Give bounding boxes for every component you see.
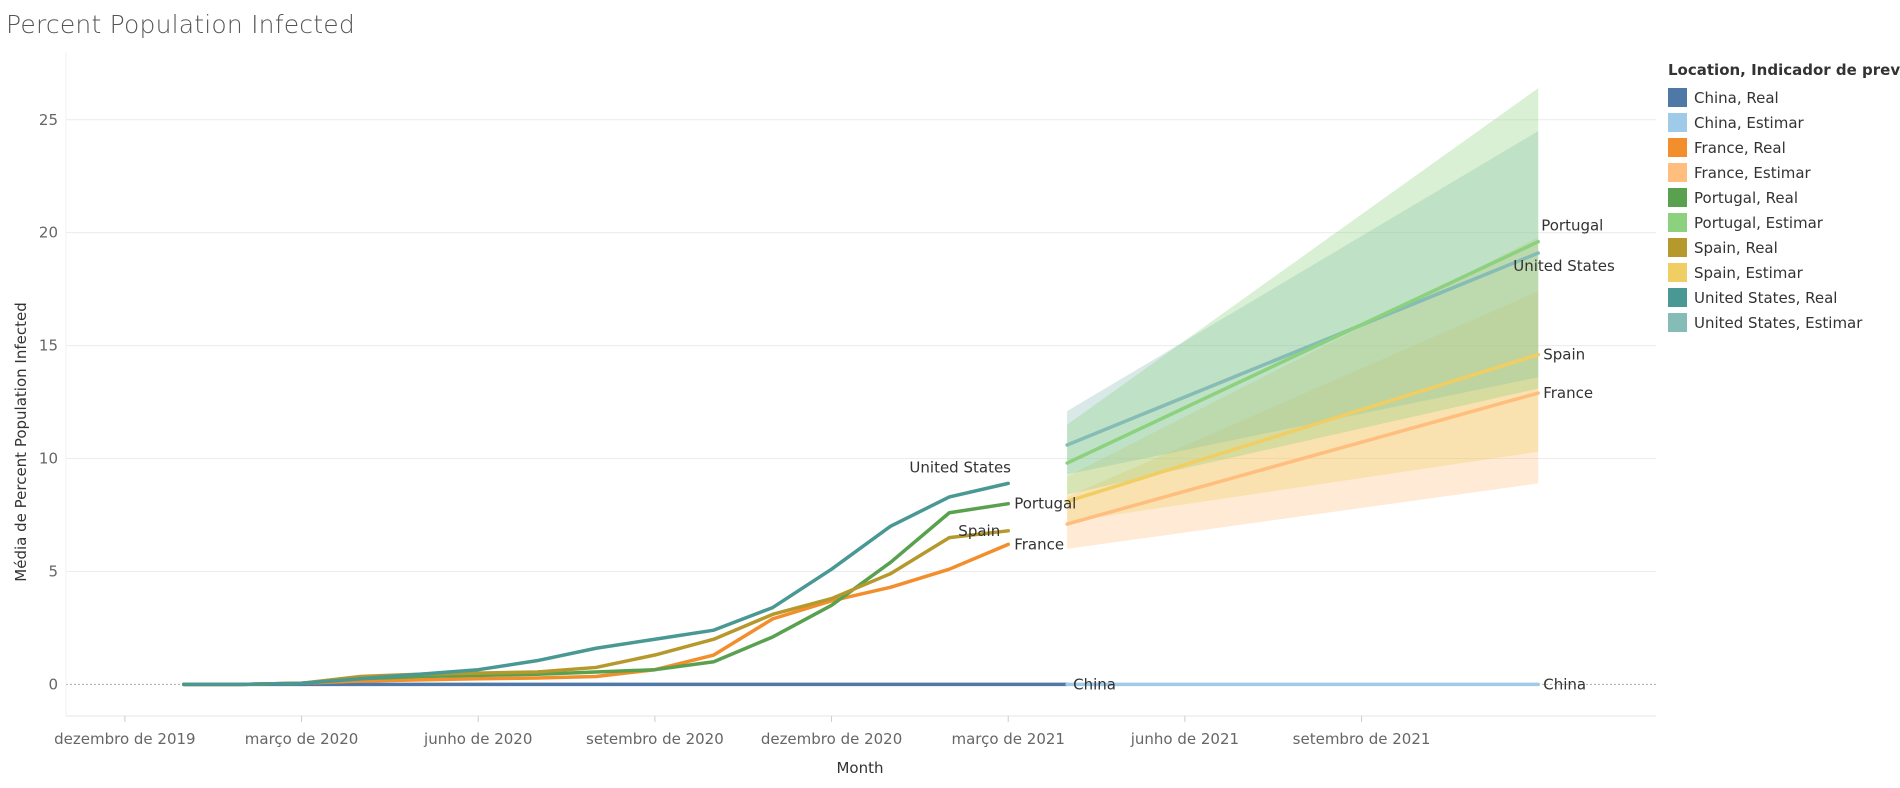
x-tick-label: dezembro de 2020 [761,730,902,748]
legend: Location, Indicador de previsões China, … [1668,61,1900,335]
legend-swatch [1668,263,1687,282]
end-label-china-real: China [1073,675,1116,693]
x-tick-label: junho de 2020 [423,730,532,748]
chart-title: Percent Population Infected [6,10,355,39]
line-spain-real [182,529,1010,687]
legend-swatch [1668,88,1687,107]
legend-item-france-estimar[interactable]: France, Estimar [1668,160,1900,185]
y-tick-label: 0 [48,675,58,693]
legend-swatch [1668,113,1687,132]
end-labels: China France Portugal Spain United States Chi… [909,217,1615,694]
legend-label: Portugal, Real [1694,188,1798,207]
line-united-states-estimar [1065,251,1540,447]
end-label-china-estimar: China [1543,675,1586,693]
y-axis-ticks: 0 5 10 15 20 25 [39,111,58,694]
end-label-france-real: France [1014,535,1064,553]
end-label-united-states-real: United States [909,458,1011,476]
y-tick-label: 25 [39,111,58,129]
legend-label: China, Estimar [1694,113,1804,132]
legend-label: China, Real [1694,88,1779,107]
line-spain-estimar [1065,352,1540,504]
legend-label: United States, Real [1694,288,1838,307]
legend-label: Spain, Real [1694,238,1778,257]
legend-item-spain-estimar[interactable]: Spain, Estimar [1668,260,1900,285]
legend-item-france-real[interactable]: France, Real [1668,135,1900,160]
y-tick-label: 20 [39,224,58,242]
legend-label: Portugal, Estimar [1694,213,1823,232]
line-portugal-estimar [1065,239,1540,465]
y-tick-label: 5 [48,562,58,580]
x-tick-label: junho de 2021 [1130,730,1239,748]
line-france-estimar [1065,391,1540,526]
end-label-united-states-estimar: United States [1513,257,1615,275]
x-tick-label: março de 2020 [245,730,359,748]
x-tick-label: março de 2021 [951,730,1065,748]
legend-item-china-estimar[interactable]: China, Estimar [1668,110,1900,135]
forecast-bands [1067,88,1539,549]
end-label-france-estimar: France [1543,384,1593,402]
line-united-states-real [182,481,1010,687]
legend-items: China, Real China, Estimar France, Real Fra… [1668,85,1900,335]
x-axis-ticks: dezembro de 2019 março de 2020 junho de 20… [54,716,1430,748]
end-label-spain-real: Spain [958,522,1000,540]
end-label-portugal-estimar: Portugal [1541,217,1603,235]
legend-swatch [1668,138,1687,157]
legend-item-china-real[interactable]: China, Real [1668,85,1900,110]
legend-swatch [1668,238,1687,257]
legend-item-spain-real[interactable]: Spain, Real [1668,235,1900,260]
legend-item-portugal-estimar[interactable]: Portugal, Estimar [1668,210,1900,235]
x-tick-label: setembro de 2021 [1293,730,1431,748]
legend-item-portugal-real[interactable]: Portugal, Real [1668,185,1900,210]
x-axis-title: Month [836,759,883,777]
end-label-portugal-real: Portugal [1014,495,1076,513]
band-france [1067,291,1539,549]
legend-swatch [1668,288,1687,307]
series-lines [182,239,1540,687]
legend-item-united-states-estimar[interactable]: United States, Estimar [1668,310,1900,335]
legend-item-united-states-real[interactable]: United States, Real [1668,285,1900,310]
legend-label: France, Real [1694,138,1786,157]
end-label-spain-estimar: Spain [1543,346,1585,364]
x-tick-label: setembro de 2020 [586,730,724,748]
legend-label: United States, Estimar [1694,313,1863,332]
legend-swatch [1668,188,1687,207]
x-tick-label: dezembro de 2019 [54,730,195,748]
legend-swatch [1668,313,1687,332]
legend-label: Spain, Estimar [1694,263,1803,282]
y-axis-title: Média de Percent Population Infected [12,302,30,581]
y-tick-label: 15 [39,337,58,355]
band-spain [1067,237,1539,522]
legend-swatch [1668,163,1687,182]
legend-label: France, Estimar [1694,163,1811,182]
legend-title: Location, Indicador de previsões [1668,61,1900,79]
band-united-states [1067,131,1539,475]
legend-swatch [1668,213,1687,232]
y-tick-label: 10 [39,450,58,468]
